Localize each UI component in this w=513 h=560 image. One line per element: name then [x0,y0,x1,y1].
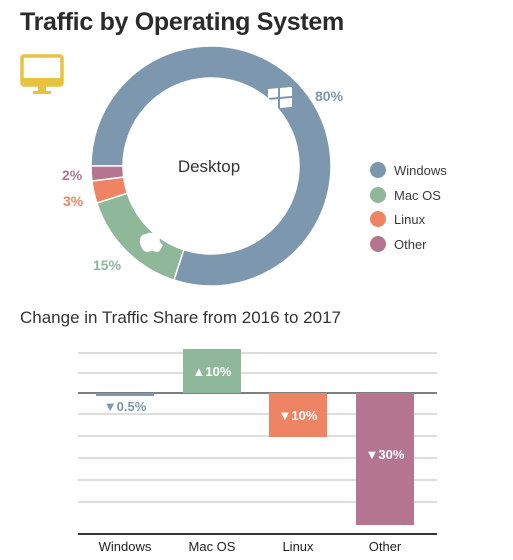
bar-linux [269,393,327,437]
windows-percent-label: 80% [315,88,344,104]
legend-swatch-windows [370,162,386,178]
legend-item-linux: Linux [370,211,426,227]
bar-mac-os [183,349,241,393]
legend-label-windows: Windows [394,163,447,178]
bar-windows [96,393,154,396]
legend-label-other: Other [394,237,427,252]
donut-slice-windows [90,45,332,287]
legend-swatch-other [370,236,386,252]
bar-category-label-mac-os: Mac OS [189,539,236,554]
bar-value-label-other: ▼30% [366,447,405,462]
bar-value-label-windows: ▼0.5% [104,399,147,414]
bar-other [356,393,414,525]
macos-percent-label: 15% [93,257,122,273]
legend-swatch-macos [370,187,386,203]
legend-label-linux: Linux [394,212,426,227]
bar-chart-title: Change in Traffic Share from 2016 to 201… [20,308,341,327]
donut-center-label: Desktop [178,157,240,176]
apple-logo-icon [139,225,163,252]
legend-item-macos: Mac OS [370,187,441,203]
desktop-monitor-icon [20,54,64,94]
legend-item-other: Other [370,236,427,252]
donut-chart [90,45,332,287]
bar-category-label-windows: Windows [99,539,152,554]
other-percent-label: 2% [62,167,83,183]
legend-label-macos: Mac OS [394,188,441,203]
legend-item-windows: Windows [370,162,447,178]
bar-value-label-linux: ▼10% [279,408,318,423]
bar-value-label-mac-os: ▲10% [193,364,232,379]
bar-category-label-linux: Linux [282,539,314,554]
legend: Windows Mac OS Linux Other [370,162,447,252]
page-title: Traffic by Operating System [20,8,344,36]
linux-percent-label: 3% [63,193,84,209]
legend-swatch-linux [370,211,386,227]
bar-category-label-other: Other [369,539,402,554]
donut-slice-other [90,165,125,182]
bar-chart: ▼0.5% Windows ▲10% Mac OS ▼10% Linux ▼30% Other [96,349,414,554]
windows-logo-icon [268,86,292,109]
